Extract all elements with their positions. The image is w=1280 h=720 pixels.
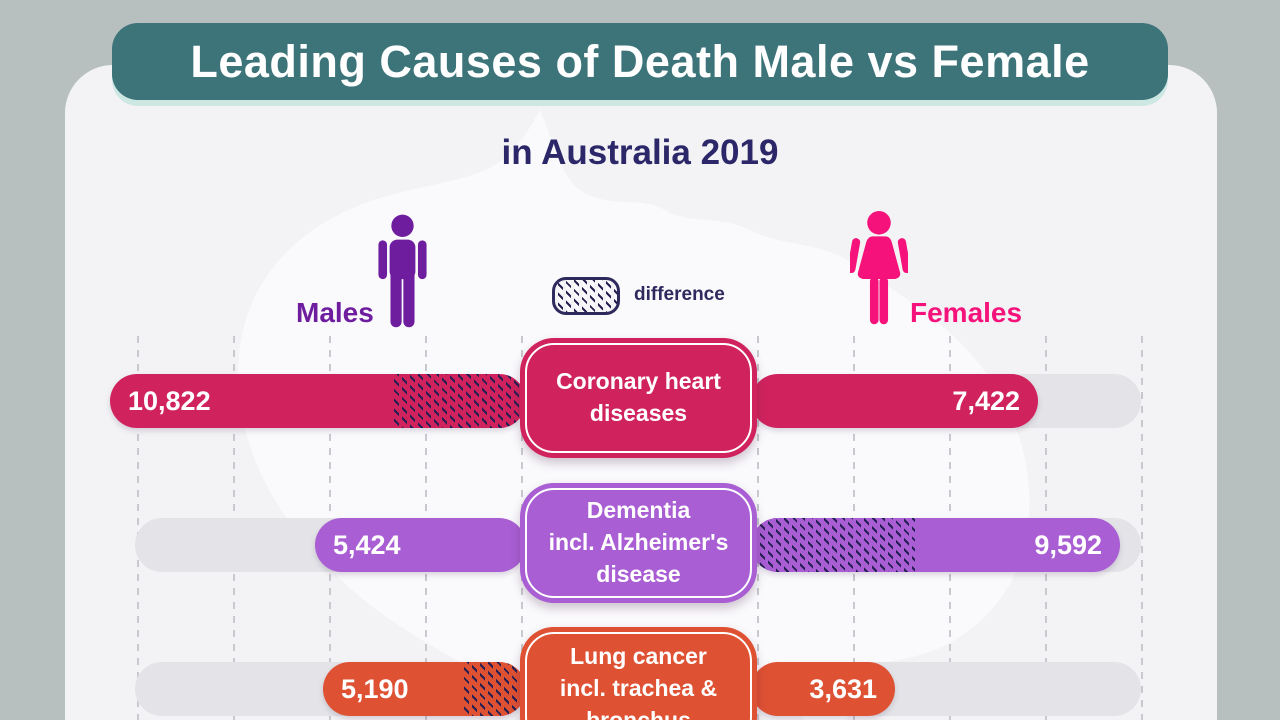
females-label: Females bbox=[910, 297, 1023, 328]
title-banner: Leading Causes of Death Male vs Female bbox=[112, 23, 1168, 100]
female-bar: 3,631 bbox=[751, 662, 895, 716]
cause-label-line: Coronary heart bbox=[556, 368, 721, 395]
female-value: 3,631 bbox=[809, 674, 877, 704]
cause-label-line: incl. Alzheimer's bbox=[548, 529, 729, 556]
female-bar: 7,422 bbox=[751, 374, 1038, 428]
cause-label: Coronary heart diseases bbox=[528, 338, 749, 458]
cause-label-line: disease bbox=[596, 560, 681, 587]
male-bar: 5,424 bbox=[315, 518, 526, 572]
cause-label: Lung cancer incl. trachea & bronchus bbox=[528, 627, 749, 720]
cause-label-line: diseases bbox=[589, 400, 688, 426]
males-label: Males bbox=[296, 297, 374, 328]
male-value: 5,190 bbox=[341, 674, 409, 704]
cause-label-ring bbox=[525, 488, 752, 598]
cause-label-box: Lung cancer incl. trachea & bronchus bbox=[520, 627, 757, 720]
cause-label: Dementia incl. Alzheimer's disease bbox=[528, 483, 749, 603]
cause-label-ring bbox=[525, 632, 752, 720]
male-bar: 5,190 bbox=[323, 662, 526, 716]
male-value: 5,424 bbox=[333, 530, 401, 560]
gridline bbox=[137, 336, 139, 720]
cause-label-line: Lung cancer bbox=[570, 643, 707, 670]
female-icon bbox=[850, 211, 908, 325]
male-bar: 10,822 bbox=[110, 374, 526, 428]
cause-label-line: bronchus bbox=[586, 706, 691, 720]
male-difference-hatch bbox=[461, 662, 520, 716]
male-value: 10,822 bbox=[128, 386, 211, 416]
gridline bbox=[1141, 336, 1143, 720]
page-title: Leading Causes of Death Male vs Female bbox=[190, 35, 1090, 87]
female-difference-hatch bbox=[757, 518, 915, 572]
difference-legend-label: difference bbox=[634, 284, 725, 305]
cause-label-line: Dementia bbox=[586, 497, 691, 524]
female-value: 7,422 bbox=[952, 386, 1020, 416]
male-icon bbox=[378, 214, 427, 328]
cause-label-box: Coronary heart diseases bbox=[520, 338, 757, 458]
cause-label-box: Dementia incl. Alzheimer's disease bbox=[520, 483, 757, 603]
male-difference-hatch bbox=[391, 374, 520, 428]
cause-label-line: incl. trachea & bbox=[559, 675, 718, 702]
female-bar: 9,592 bbox=[751, 518, 1120, 572]
female-value: 9,592 bbox=[1034, 530, 1102, 560]
page-subtitle: in Australia 2019 bbox=[501, 133, 779, 172]
difference-legend-swatch bbox=[552, 277, 620, 315]
cause-label-ring bbox=[525, 343, 752, 453]
